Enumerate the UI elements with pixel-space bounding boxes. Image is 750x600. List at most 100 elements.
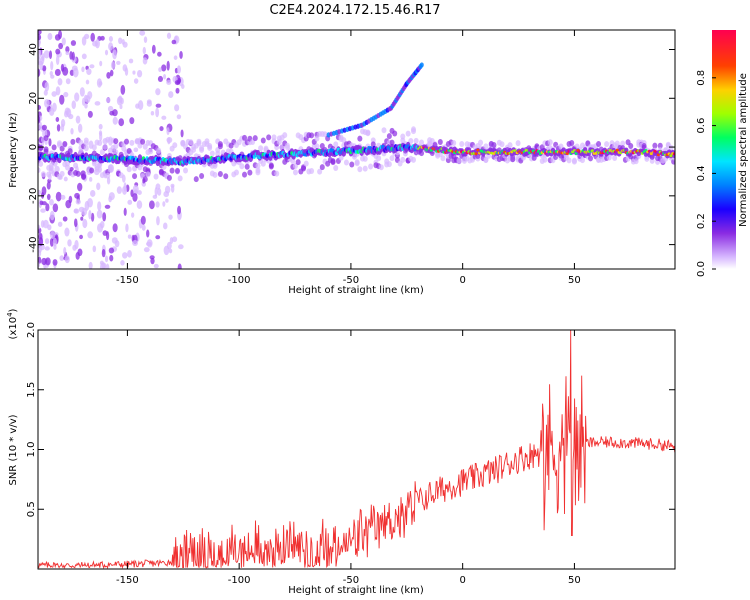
spectrogram-cell <box>155 235 161 240</box>
spectrogram-cell <box>38 40 41 45</box>
spectrogram-cell <box>55 86 61 96</box>
spectrogram-cell <box>61 37 66 46</box>
spectrogram-cell <box>65 199 72 209</box>
spectrogram-cell <box>38 189 42 196</box>
spectrogram-cell <box>43 89 48 96</box>
spectrogram-cell <box>437 138 443 145</box>
spectrogram-cell <box>174 104 180 112</box>
spectrogram-cell <box>378 164 384 171</box>
spectrogram-cell <box>63 176 68 182</box>
spectrogram-cell <box>58 30 62 40</box>
spectrogram-cell <box>169 237 174 244</box>
spectrogram-cell <box>88 261 93 269</box>
spectrogram-cell <box>46 193 51 201</box>
spectrogram-cell <box>65 164 71 171</box>
spectrogram-cell <box>217 171 223 178</box>
spectrogram-cell <box>588 155 594 162</box>
spectrogram-cell <box>118 172 124 179</box>
spectrogram-cell <box>612 155 618 162</box>
spectrogram-cell <box>73 218 78 228</box>
colorbar-tick-label: 0.6 <box>696 118 707 134</box>
spectrogram-cell <box>49 198 54 206</box>
snr-y-tick-label: 1.0 <box>26 442 37 458</box>
spectrogram-cell <box>157 51 162 57</box>
spectrogram-cell <box>75 115 81 124</box>
spectrogram-cell <box>309 132 315 139</box>
spectrogram-cell <box>51 91 57 97</box>
spectrogram-cell <box>64 227 70 237</box>
spectrogram-cell <box>44 246 50 251</box>
spectrogram-cell <box>84 200 90 211</box>
spectrogram-cell <box>571 157 577 164</box>
spectrogram-cell <box>153 173 159 180</box>
spectrogram-cell <box>146 229 150 238</box>
spectrogram-cell <box>129 117 135 125</box>
spectrogram-cell <box>196 138 202 145</box>
spectrogram-cell <box>569 139 575 146</box>
spectrogram-cell <box>413 137 419 144</box>
spectrogram-cell <box>150 110 155 116</box>
spectrogram-cell <box>112 223 118 233</box>
spectrogram-cell <box>38 256 42 264</box>
spectrogram-cell <box>46 181 51 190</box>
spectrogram-cell <box>156 216 160 226</box>
spectrogram-cell <box>98 123 103 130</box>
spectrogram-cell <box>266 134 272 141</box>
spectrogram-cell <box>48 165 54 172</box>
spectrogram-cell <box>239 163 245 170</box>
spectrogram-cell <box>179 50 183 59</box>
spectrogram-cell <box>132 239 139 246</box>
colorbar-tick-label: 0.0 <box>696 261 707 277</box>
spectrogram-y-tick-label: 0 <box>28 144 39 150</box>
spectrogram-cell <box>143 247 150 253</box>
spectrogram-cell <box>79 87 85 97</box>
spectrogram-cell <box>149 200 155 210</box>
spectrogram-cell <box>276 139 282 146</box>
spectrogram-cell <box>392 130 398 137</box>
spectrogram-cell <box>177 175 183 182</box>
spectrogram-cell <box>162 201 166 207</box>
colorbar-gradient <box>712 30 736 269</box>
spectrogram-cell <box>303 160 309 167</box>
spectrogram-cell <box>38 237 44 247</box>
spectrogram-cell <box>114 240 120 248</box>
spectrogram-cell <box>163 73 167 80</box>
spectrogram-cell <box>81 36 87 46</box>
spectrogram-cell <box>104 255 109 263</box>
spectrogram-cell <box>113 149 119 156</box>
spectrogram-cell <box>110 61 116 69</box>
spectrogram-cell <box>149 255 155 260</box>
spectrogram-cell <box>97 223 104 233</box>
spectrogram-cell <box>113 143 119 150</box>
spectrogram-cell <box>365 130 371 137</box>
spectrogram-x-tick-label: 0 <box>459 275 465 286</box>
spectrogram-cell <box>112 116 118 125</box>
spectrogram-cell <box>155 103 162 108</box>
spectrogram-cell <box>376 155 382 162</box>
spectrogram-cell <box>105 263 110 269</box>
spectrogram-cell <box>174 80 181 86</box>
spectrogram-cell <box>71 100 76 110</box>
spectrogram-cell <box>127 234 132 239</box>
spectrogram-cell <box>419 139 425 146</box>
spectrogram-cell <box>38 167 41 174</box>
snr-x-tick-label: 0 <box>459 575 465 586</box>
snr-y-tick-label: 2.0 <box>26 322 37 338</box>
spectrogram-x-ticks: -150 -100 -50 0 50 <box>116 30 581 286</box>
spectrogram-cell <box>79 234 83 240</box>
spectrogram-cell <box>38 160 44 167</box>
spectrogram-cell <box>96 209 103 219</box>
spectrogram-cell <box>38 68 41 77</box>
spectrogram-cell <box>81 66 85 73</box>
spectrogram-cell <box>309 167 315 174</box>
spectrogram-cell <box>57 78 63 86</box>
spectrogram-cell <box>159 126 164 132</box>
spectrogram-cell <box>155 107 160 118</box>
spectrogram-cell <box>628 143 634 150</box>
spectrogram-cell <box>77 182 83 192</box>
spectrogram-cell <box>71 65 78 71</box>
spectrogram-cell <box>180 129 184 138</box>
spectrogram-cell <box>68 113 74 120</box>
spectrogram-cell <box>542 156 548 163</box>
spectrogram-cell <box>590 149 594 153</box>
